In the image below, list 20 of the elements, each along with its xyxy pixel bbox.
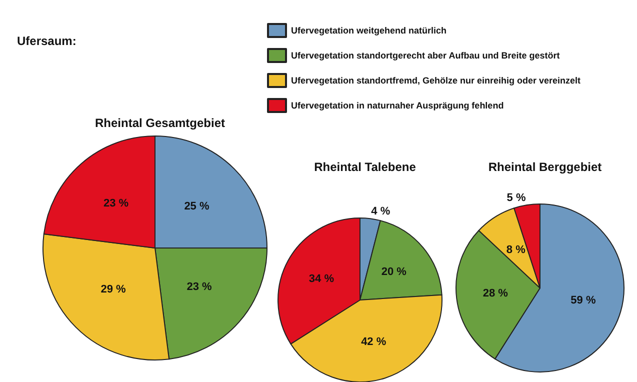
data-label: 20 % <box>381 266 407 278</box>
data-label: 29 % <box>100 284 126 296</box>
legend-label: Ufervegetation in naturnaher Ausprägung fehlend <box>291 100 504 110</box>
legend-label: Ufervegetation weitgehend natürlich <box>291 26 447 36</box>
text: Rheintal Gesamtgebiet <box>94 116 226 130</box>
data-label: 23 % <box>103 198 129 210</box>
chart-title: Rheintal Talebene <box>314 160 416 174</box>
data-label: 23 % <box>186 281 212 294</box>
chart-title: Rheintal Berggebiet <box>488 160 602 174</box>
text: Ufersaum: <box>17 34 76 48</box>
legend-label: Ufervegetation standortfremd, Gehölze nur einreihig oder vereinzelt <box>291 76 581 86</box>
data-label: 28 % <box>482 288 508 300</box>
data-label: 42 % <box>361 336 386 348</box>
data-label: 5 % <box>506 192 526 204</box>
data-label: 8 % <box>506 244 526 256</box>
data-label: 34 % <box>308 272 334 285</box>
data-label: 59 % <box>570 294 596 307</box>
data-label: 25 % <box>184 200 210 212</box>
data-label: 4 % <box>371 206 390 218</box>
legend-label: Ufervegetation standortgerecht aber Aufbau und Breite gestört <box>291 50 560 60</box>
